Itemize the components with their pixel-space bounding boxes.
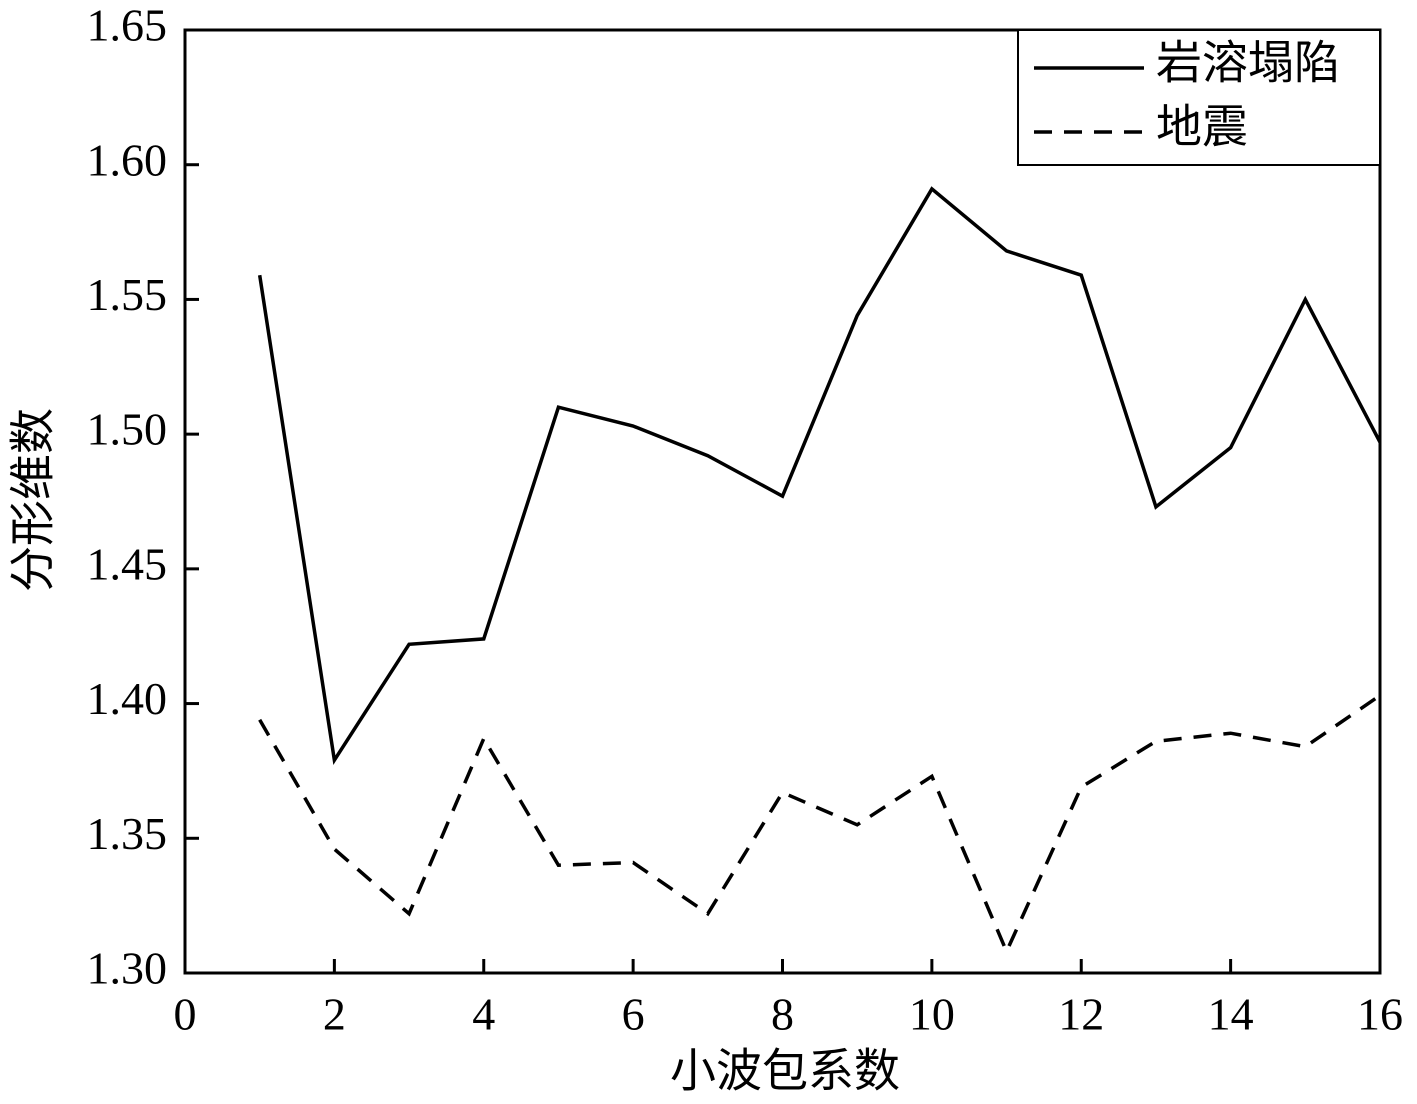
legend-box <box>1017 29 1381 166</box>
x-tick-label: 6 <box>622 989 645 1040</box>
y-tick-label: 1.50 <box>87 404 168 455</box>
plot-frame <box>183 28 1382 975</box>
y-tick-label: 1.35 <box>87 808 168 859</box>
x-tick-label: 2 <box>323 989 346 1040</box>
y-tick-label: 1.40 <box>87 673 168 724</box>
legend-label: 岩溶塌陷 <box>1156 38 1340 89</box>
x-tick-label: 10 <box>909 989 955 1040</box>
y-tick-label: 1.30 <box>87 943 168 994</box>
y-tick-label: 1.60 <box>87 134 168 185</box>
y-tick-label: 1.65 <box>87 0 168 51</box>
x-tick-label: 4 <box>472 989 495 1040</box>
data-line <box>258 694 1381 956</box>
x-tick-label: 0 <box>174 989 197 1040</box>
x-tick-label: 14 <box>1208 989 1254 1040</box>
y-tick-label: 1.55 <box>87 269 168 320</box>
legend-label: 地震 <box>1156 102 1248 153</box>
x-tick-label: 16 <box>1357 989 1403 1040</box>
data-line <box>257 186 1382 765</box>
x-tick-label: 8 <box>771 989 794 1040</box>
x-tick-label: 12 <box>1058 989 1104 1040</box>
y-tick-label: 1.45 <box>87 538 168 589</box>
y-axis-label: 分形维数 <box>8 408 59 592</box>
x-axis-label: 小波包系数 <box>670 1046 900 1097</box>
